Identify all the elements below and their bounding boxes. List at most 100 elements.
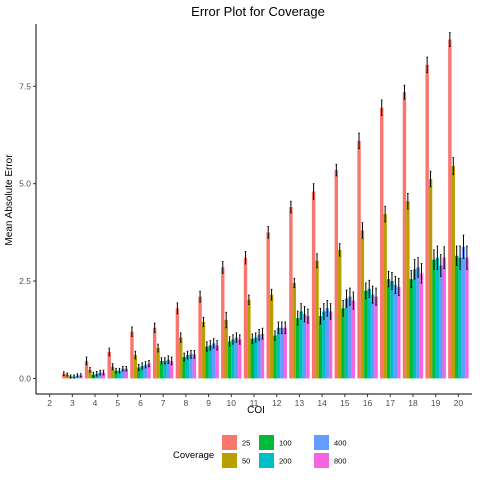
x-tick-label: 19 (431, 398, 441, 408)
bar (448, 39, 452, 379)
x-tick-label: 3 (70, 398, 75, 408)
bar (98, 372, 102, 379)
bar (227, 341, 232, 379)
bar (338, 249, 342, 379)
bar (231, 339, 235, 379)
y-tick-label: 0.0 (19, 373, 31, 383)
bar (276, 327, 281, 379)
bar (117, 370, 122, 379)
bar (208, 345, 212, 379)
x-axis-ticks: 2 3 4 5 6 7 8 9 10 11 12 13 14 15 16 17 18 19 20 (47, 394, 463, 408)
bar (215, 345, 219, 379)
legend-label: 50 (242, 457, 250, 466)
bar (101, 372, 106, 379)
bar (130, 331, 134, 379)
bar (124, 368, 128, 379)
bar (185, 355, 190, 379)
x-tick-label: 16 (363, 398, 373, 408)
bar (416, 267, 420, 379)
legend-swatch (314, 453, 329, 468)
bar (390, 281, 394, 379)
series-800 (79, 245, 469, 379)
bar (367, 288, 371, 379)
bar (370, 294, 375, 379)
series-50 (65, 157, 455, 379)
legend-swatch (259, 435, 274, 450)
bar (306, 316, 310, 379)
bar (442, 257, 446, 379)
bar (409, 279, 413, 379)
bar (201, 321, 206, 379)
plot-area (62, 32, 469, 379)
bar (374, 296, 378, 379)
bar (432, 259, 436, 379)
x-tick-label: 11 (250, 398, 259, 408)
y-axis-label: Mean Absolute Error (4, 154, 15, 246)
bar (322, 311, 326, 379)
x-tick-label: 4 (93, 398, 98, 408)
legend-swatch (222, 453, 237, 468)
x-tick-label: 14 (317, 398, 327, 408)
bar (454, 255, 459, 379)
bar (273, 335, 277, 379)
bar (211, 343, 216, 379)
bar (351, 300, 356, 379)
bar (328, 311, 333, 379)
bar (121, 368, 125, 379)
bar (393, 284, 398, 379)
bar (334, 170, 339, 379)
bar (296, 318, 300, 379)
legend-swatch (259, 453, 274, 468)
legend-title: Coverage (173, 450, 214, 461)
bar (402, 92, 407, 379)
x-axis-label: COI (247, 405, 265, 416)
bar (88, 369, 92, 379)
bar (266, 232, 270, 379)
bar (428, 179, 433, 379)
x-tick-label: 7 (161, 398, 166, 408)
bar (412, 269, 417, 379)
bar (224, 320, 228, 379)
bar (451, 166, 455, 379)
legend-swatch (222, 435, 237, 450)
bar (465, 257, 469, 379)
bar (458, 257, 462, 379)
legend: Coverage 25 50 100 200 400 800 (173, 435, 347, 468)
bar (292, 283, 297, 379)
bar (198, 296, 202, 379)
bar (110, 366, 115, 379)
legend-label: 100 (279, 439, 292, 448)
bar (280, 327, 284, 379)
series-100 (68, 245, 459, 379)
y-axis-ticks: 0.0 2.5 5.0 7.5 (19, 81, 36, 383)
bar (254, 337, 258, 379)
bar (360, 230, 365, 379)
bar (283, 327, 287, 379)
bar (238, 339, 242, 379)
bar (107, 351, 111, 379)
x-tick-label: 2 (47, 398, 52, 408)
y-tick-label: 5.0 (19, 179, 31, 189)
bar (435, 257, 440, 379)
bar (439, 265, 443, 379)
series-25 (62, 32, 452, 379)
bar (315, 260, 319, 379)
x-tick-label: 10 (227, 398, 237, 408)
bar (344, 298, 349, 379)
x-tick-label: 9 (206, 398, 211, 408)
x-tick-label: 15 (340, 398, 350, 408)
bar (311, 191, 316, 379)
bar (289, 207, 293, 379)
legend-swatch (314, 435, 329, 450)
bar (234, 337, 239, 379)
bar (137, 367, 141, 379)
bar (260, 333, 265, 379)
x-tick-label: 12 (272, 398, 282, 408)
legend-label: 800 (334, 457, 347, 466)
bar (84, 360, 89, 379)
x-tick-label: 8 (184, 398, 189, 408)
x-tick-label: 6 (138, 398, 143, 408)
series-200 (72, 245, 462, 379)
bar (169, 360, 174, 379)
